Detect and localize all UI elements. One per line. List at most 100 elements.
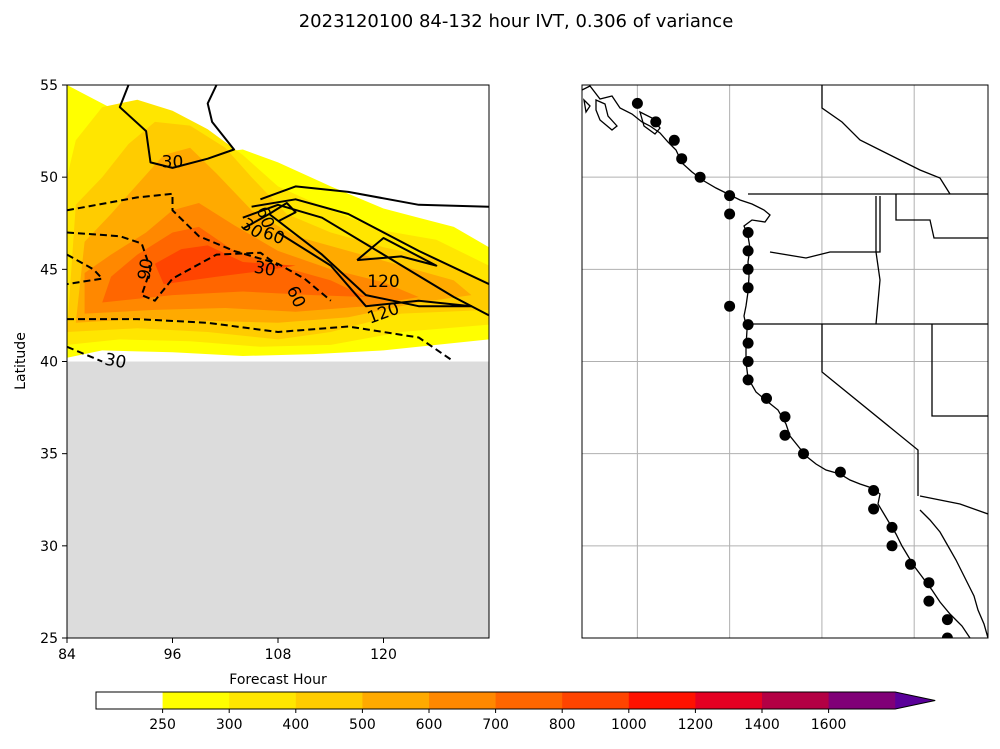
- y-tick-label: 50: [40, 170, 58, 186]
- station-point-26: [923, 577, 935, 589]
- x-axis-label: Forecast Hour: [229, 672, 327, 688]
- station-point-19: [798, 448, 809, 460]
- station-point-4: [694, 171, 706, 183]
- y-tick-label: 25: [40, 631, 58, 647]
- station-point-16: [761, 392, 772, 404]
- colorbar-segment-4: [362, 692, 430, 709]
- station-point-1: [650, 116, 662, 128]
- station-point-24: [886, 540, 898, 552]
- station-point-13: [742, 337, 754, 349]
- station-point-9: [742, 263, 754, 275]
- mexico-border: [919, 495, 988, 515]
- colorbar-segment-8: [628, 692, 696, 709]
- y-tick-label: 35: [40, 447, 58, 463]
- station-point-20: [834, 466, 846, 478]
- colorbar-ticks: 250 300 400 500 600 700 800 1000 1200 1400 1600: [149, 709, 846, 733]
- gulf-of-california-coast: [919, 509, 988, 638]
- x-tick-label: 96: [164, 647, 182, 663]
- station-point-3: [676, 153, 688, 165]
- map-gridlines: [582, 85, 988, 638]
- colorbar: 250 300 400 500 600 700 800 1000 1200 1400 1600: [95, 691, 936, 733]
- station-point-7: [742, 227, 754, 238]
- contour-line-neg-30-7: [67, 318, 455, 363]
- no-data-region: [67, 361, 489, 638]
- station-point-6: [724, 208, 736, 220]
- colorbar-segments: [95, 691, 936, 710]
- colorbar-tick-label: 500: [349, 717, 376, 733]
- contour-label-7: 120: [367, 272, 399, 292]
- ivt-fill-800: [154, 245, 296, 285]
- colorbar-tick-label: 1600: [811, 717, 847, 733]
- contour-line-neg-90-11: [67, 253, 104, 286]
- station-point-8: [742, 245, 754, 257]
- station-point-14: [742, 356, 754, 367]
- colorbar-segment-3: [295, 692, 363, 709]
- x-tick-label: 120: [370, 647, 397, 663]
- station-point-28: [941, 614, 953, 626]
- figure-title: 2023120100 84-132 hour IVT, 0.306 of var…: [299, 11, 734, 32]
- colorbar-segment-10: [762, 692, 830, 709]
- map-panel: [581, 84, 989, 639]
- station-point-2: [668, 134, 680, 146]
- station-point-21: [868, 485, 880, 496]
- y-tick-label: 55: [40, 78, 58, 94]
- station-point-25: [905, 558, 916, 570]
- ivt-filled-contours: [67, 85, 489, 358]
- colorbar-tick-label: 800: [549, 717, 576, 733]
- map-panel-frame: [581, 84, 989, 639]
- contour-line-pos-60-1: [260, 185, 489, 208]
- colorbar-segment-11: [828, 692, 896, 709]
- station-point-18: [779, 429, 791, 441]
- contour-label-0: 30: [162, 152, 184, 172]
- station-points: [631, 97, 953, 638]
- x-tick-label: 108: [265, 647, 292, 663]
- contour-line-pos-120-3: [242, 203, 489, 317]
- contour-line-pos-120-6: [268, 202, 297, 223]
- contour-line-neg-60-9: [67, 192, 332, 302]
- colorbar-segment-7: [562, 692, 630, 709]
- contour-line-pos-120-5: [356, 237, 438, 267]
- station-point-15: [742, 374, 754, 386]
- colorbar-outline: [95, 691, 936, 710]
- colorbar-tick-label: 300: [216, 717, 243, 733]
- station-point-10: [742, 282, 754, 294]
- colorbar-tick-label: 1400: [744, 717, 780, 733]
- colorbar-tick-label: 1200: [678, 717, 714, 733]
- colorbar-segment-9: [695, 692, 763, 709]
- station-point-0: [631, 97, 643, 109]
- colorbar-segment-6: [495, 692, 563, 709]
- y-axis-ticks: 25 30 35 40 45 50 55: [40, 78, 67, 647]
- colorbar-segment-2: [229, 692, 297, 709]
- y-tick-label: 40: [40, 355, 58, 371]
- y-axis-label: Latitude: [13, 332, 29, 390]
- variance-contour-lines: [67, 85, 489, 363]
- colorbar-tick-label: 250: [149, 717, 176, 733]
- contour-line-neg-30-8: [67, 345, 103, 363]
- contour-line-pos-30-0: [118, 85, 235, 169]
- contour-line-pos-90-2: [251, 198, 489, 286]
- colorbar-segment-5: [429, 692, 497, 709]
- station-point-12: [742, 319, 754, 331]
- colorbar-tick-label: 1000: [611, 717, 647, 733]
- station-point-29: [941, 632, 953, 638]
- x-axis-ticks: 84 96 108 120: [58, 638, 397, 663]
- x-tick-label: 84: [58, 647, 76, 663]
- colorbar-tick-label: 700: [482, 717, 509, 733]
- colorbar-segment-1: [162, 692, 230, 709]
- contour-line-neg-90-10: [67, 231, 279, 302]
- colorbar-segment-0: [96, 692, 164, 709]
- station-point-17: [779, 411, 791, 423]
- station-point-23: [886, 521, 898, 533]
- contour-label-5: 90: [134, 257, 157, 282]
- coastline-islands: [583, 98, 661, 135]
- y-tick-label: 45: [40, 262, 58, 278]
- y-tick-label: 30: [40, 539, 58, 555]
- station-point-27: [923, 595, 935, 607]
- station-point-5: [724, 190, 736, 202]
- state-borders: [746, 85, 988, 496]
- colorbar-tick-label: 600: [416, 717, 443, 733]
- contour-line-pos-150-4: [242, 213, 473, 308]
- colorbar-tick-label: 400: [282, 717, 309, 733]
